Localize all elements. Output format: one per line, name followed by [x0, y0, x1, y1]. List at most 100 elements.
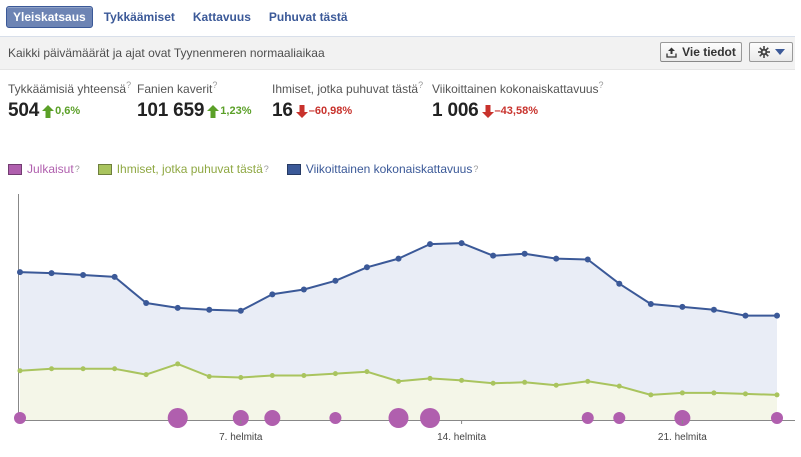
- reach-point[interactable]: [174, 304, 181, 311]
- talking-point[interactable]: [711, 390, 717, 396]
- post-bubble[interactable]: [420, 408, 441, 428]
- talking-point[interactable]: [427, 375, 433, 381]
- talking-point[interactable]: [175, 361, 181, 367]
- talking-point[interactable]: [332, 371, 338, 377]
- toolbar: Kaikki päivämäärät ja ajat ovat Tyynenme…: [0, 36, 795, 70]
- talking-point[interactable]: [49, 366, 55, 372]
- stat-value: 101 659: [137, 100, 205, 121]
- reach-point[interactable]: [427, 241, 434, 248]
- reach-point[interactable]: [584, 256, 591, 263]
- talking-point[interactable]: [269, 373, 275, 379]
- export-label: Vie tiedot: [682, 45, 736, 59]
- help-icon[interactable]: ?: [74, 164, 80, 174]
- help-icon[interactable]: ?: [126, 80, 132, 90]
- help-icon[interactable]: ?: [418, 80, 424, 90]
- reach-point[interactable]: [395, 255, 402, 262]
- reach-point[interactable]: [774, 312, 780, 319]
- gear-icon: [757, 46, 770, 58]
- post-bubble[interactable]: [613, 412, 626, 424]
- talking-point[interactable]: [17, 368, 23, 374]
- post-bubble[interactable]: [14, 412, 26, 424]
- x-tick-label: 7. helmita: [219, 432, 263, 443]
- reach-point[interactable]: [269, 291, 276, 298]
- stat-delta: 1,23%: [220, 105, 252, 117]
- post-bubble[interactable]: [771, 412, 783, 424]
- talking-point[interactable]: [616, 383, 622, 389]
- arrow-up-icon: [207, 104, 220, 118]
- talking-point[interactable]: [364, 369, 370, 375]
- stat-delta: 0,6%: [55, 105, 81, 117]
- tab-overview[interactable]: Yleiskatsaus: [6, 6, 93, 28]
- reach-point[interactable]: [616, 280, 623, 287]
- reach-point[interactable]: [206, 306, 213, 313]
- reach-point[interactable]: [111, 273, 118, 280]
- talking-point[interactable]: [396, 378, 401, 384]
- help-icon[interactable]: ?: [598, 80, 604, 90]
- tab-likes[interactable]: Tykkäämiset: [103, 10, 175, 24]
- reach-point[interactable]: [48, 270, 55, 277]
- talking-point[interactable]: [143, 372, 149, 378]
- reach-point[interactable]: [553, 255, 560, 262]
- stat-value: 1 006: [432, 100, 479, 121]
- stat-fans-friends: Fanien kaverit? 101 659 1,23%: [137, 80, 251, 122]
- post-bubble[interactable]: [388, 408, 409, 428]
- reach-point[interactable]: [143, 300, 150, 307]
- talking-point[interactable]: [648, 392, 654, 398]
- stat-value: 16: [272, 100, 293, 121]
- reach-point[interactable]: [237, 307, 244, 314]
- post-bubble[interactable]: [329, 412, 342, 424]
- legend-label: Ihmiset, jotka puhuvat tästä: [116, 162, 263, 176]
- talking-point[interactable]: [238, 374, 244, 380]
- post-bubble[interactable]: [167, 408, 188, 428]
- talking-point[interactable]: [553, 382, 559, 388]
- reach-point[interactable]: [80, 272, 87, 278]
- help-icon[interactable]: ?: [473, 164, 479, 174]
- post-bubble[interactable]: [264, 410, 281, 426]
- legend-item-posts[interactable]: Julkaisut ?: [8, 162, 80, 176]
- reach-point[interactable]: [521, 250, 528, 257]
- legend-swatch: [8, 163, 22, 175]
- export-data-button[interactable]: Vie tiedot: [660, 42, 742, 62]
- talking-point[interactable]: [112, 366, 118, 372]
- reach-point[interactable]: [647, 301, 654, 307]
- talking-point[interactable]: [206, 374, 212, 379]
- help-icon[interactable]: ?: [263, 164, 269, 174]
- talking-point[interactable]: [774, 392, 780, 398]
- stat-value: 504: [8, 100, 40, 121]
- reach-point[interactable]: [710, 306, 717, 313]
- talking-point[interactable]: [459, 377, 465, 383]
- reach-point[interactable]: [17, 269, 23, 276]
- post-bubble[interactable]: [674, 410, 691, 426]
- x-tick-label: 14. helmita: [437, 432, 486, 443]
- timezone-note: Kaikki päivämäärät ja ajat ovat Tyynenme…: [8, 46, 325, 60]
- tab-bar: Yleiskatsaus Tykkäämiset Kattavuus Puhuv…: [6, 6, 359, 28]
- talking-point[interactable]: [80, 366, 86, 372]
- stat-label: Viikoittainen kokonaiskattavuus: [432, 82, 599, 96]
- post-bubble[interactable]: [581, 412, 594, 424]
- reach-point[interactable]: [300, 286, 307, 293]
- post-bubble[interactable]: [232, 410, 249, 426]
- talking-point[interactable]: [490, 380, 496, 386]
- reach-point[interactable]: [742, 312, 749, 319]
- chevron-down-icon: [774, 49, 785, 55]
- tab-reach[interactable]: Kattavuus: [192, 10, 251, 24]
- reach-point[interactable]: [490, 252, 497, 259]
- talking-point[interactable]: [522, 379, 528, 385]
- legend-swatch: [97, 163, 112, 175]
- legend-label: Julkaisut: [27, 162, 74, 176]
- stat-label: Fanien kaverit: [137, 82, 213, 96]
- legend-item-weekly-reach[interactable]: Viikoittainen kokonaiskattavuus ?: [286, 162, 479, 176]
- tab-talking-about[interactable]: Puhuvat tästä: [268, 10, 348, 24]
- help-icon[interactable]: ?: [212, 80, 218, 90]
- talking-point[interactable]: [301, 373, 307, 379]
- reach-point[interactable]: [363, 264, 370, 271]
- talking-point[interactable]: [742, 391, 748, 397]
- talking-point[interactable]: [679, 390, 685, 396]
- talking-point[interactable]: [585, 378, 591, 384]
- reach-point[interactable]: [332, 277, 339, 284]
- legend-swatch: [286, 163, 301, 175]
- reach-point[interactable]: [458, 240, 465, 247]
- legend-item-talking-about[interactable]: Ihmiset, jotka puhuvat tästä ?: [97, 162, 269, 176]
- reach-point[interactable]: [679, 303, 686, 310]
- settings-menu-button[interactable]: [749, 42, 793, 62]
